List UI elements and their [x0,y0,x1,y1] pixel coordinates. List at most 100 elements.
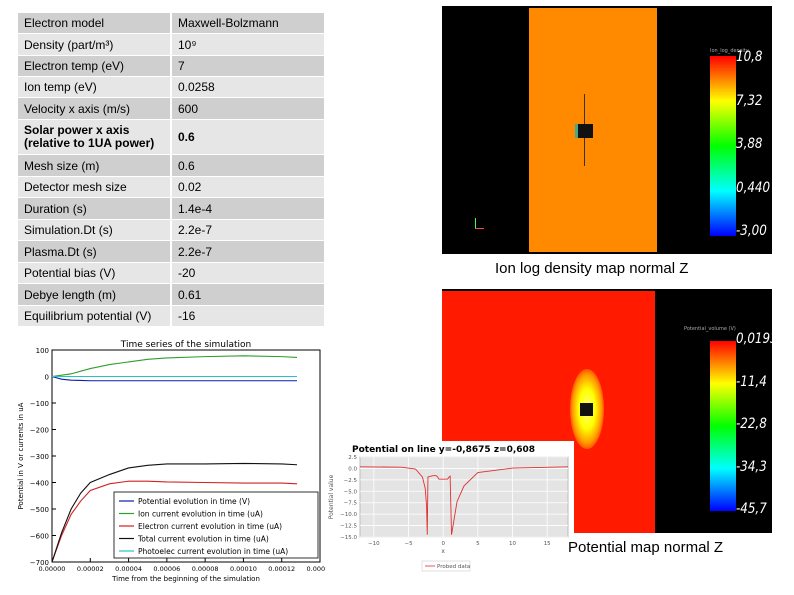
y-tick-label: −100 [30,400,49,408]
y-tick-label: 2.5 [348,455,357,461]
param-name: Potential bias (V) [18,263,172,284]
legend [421,560,471,572]
series-line [51,355,298,378]
param-value: 2.2e-7 [172,241,324,263]
legend-label: Ion current evolution in time (uA) [138,510,263,519]
param-value: -16 [172,306,324,327]
x-tick-label: 0 [441,541,445,547]
y-tick-label: 0.0 [348,466,357,472]
probe-body [580,403,593,416]
table-row: Detector mesh size 0.02 [18,177,324,198]
colorbar-title: Potential_volume (V) [684,326,736,332]
plot-area [359,456,569,538]
series-line [51,480,298,563]
param-value: 0.02 [172,177,324,198]
colorbar-label: -22,8 [736,416,767,432]
colorbar [710,341,736,511]
param-value: -20 [172,263,324,284]
param-value: 0.6 [172,155,324,177]
x-tick-label: −5 [404,541,413,547]
colorbar [710,56,736,236]
x-axis-label: x [441,548,445,555]
x-tick-label: 0.00012 [268,565,295,573]
colorbar-label: 0,0193 [736,331,778,347]
table-row: Electron model Maxwell-Bolzmann [18,13,324,34]
x-tick-label: −10 [368,541,380,547]
x-tick-label: 0.00008 [192,565,219,573]
colorbar-title: Ion_log_density [710,48,749,54]
table-row: Electron temp (eV) 7 [18,56,324,77]
param-name: Ion temp (eV) [18,77,172,98]
x-tick-label: 10 [509,541,516,547]
y-tick-label: −200 [30,427,49,435]
parameter-table: Electron model Maxwell-Bolzmann Density (p… [18,13,324,327]
x-tick-label: 0.00014 [307,565,326,573]
y-tick-label: −2.5 [344,478,358,484]
legend [113,491,319,559]
param-name: Plasma.Dt (s) [18,241,172,263]
y-tick-label: −300 [30,453,49,461]
colorbar-label: -3,00 [736,223,767,239]
series-line [51,462,298,563]
param-value: 0.6 [172,120,324,155]
axis-triad [475,218,484,229]
x-tick-label: 0.00010 [230,565,257,573]
table-row: Solar power x axis (relative to 1UA powe… [18,120,324,155]
x-axis-label: Time from the beginning of the simulatio… [111,575,260,583]
param-value: Maxwell-Bolzmann [172,13,324,34]
table-row: Velocity x axis (m/s) 600 [18,98,324,120]
table-row: Ion temp (eV) 0.0258 [18,77,324,98]
table-row: Simulation.Dt (s) 2.2e-7 [18,220,324,241]
density-map-caption: Ion log density map normal Z [495,260,689,277]
colorbar-label: 3,88 [736,136,763,152]
table-row: Debye length (m) 0.61 [18,284,324,306]
x-tick-label: 0.00000 [39,565,66,573]
table-row: Plasma.Dt (s) 2.2e-7 [18,241,324,263]
x-tick-label: 0.00004 [115,565,142,573]
y-tick-label: −5.0 [344,489,358,495]
param-name: Solar power x axis (relative to 1UA powe… [18,120,172,155]
y-tick-label: −10.0 [340,512,357,518]
colorbar-label: -45,7 [736,501,767,517]
param-name: Debye length (m) [18,284,172,306]
legend-label: Electron current evolution in time (uA) [138,522,282,531]
legend-label: Photoelec current evolution in time (uA) [138,547,288,556]
y-tick-label: −400 [30,480,49,488]
ion-density-map: Ion_log_density 10,8 7,32 3,88 0,440 -3,00 [442,6,772,254]
time-series-chart: Time series of the simulation 100 0 −100 −20… [17,340,326,583]
probe-body [575,124,593,138]
density-field [529,8,657,252]
y-tick-label: −12.5 [340,524,357,530]
y-tick-label: −700 [30,559,49,567]
y-tick-label: 100 [36,347,49,355]
y-axis-label: Potential value [328,474,335,519]
potential-map-caption: Potential map normal Z [568,539,724,556]
param-value: 7 [172,56,324,77]
y-tick-label: −7.5 [344,501,358,507]
param-name: Electron temp (eV) [18,56,172,77]
table-row: Duration (s) 1.4e-4 [18,198,324,220]
table-row: Equilibrium potential (V) -16 [18,306,324,327]
legend-label: Probed data [437,564,470,570]
param-value: 10⁹ [172,34,324,56]
colorbar-label: -11,4 [736,373,767,390]
param-name: Simulation.Dt (s) [18,220,172,241]
param-name: Detector mesh size [18,177,172,198]
y-tick-label: 0 [45,374,49,382]
table-row: Potential bias (V) -20 [18,263,324,284]
param-name: Equilibrium potential (V) [18,306,172,327]
param-value: 1.4e-4 [172,198,324,220]
y-tick-label: −600 [30,533,49,541]
param-name: Duration (s) [18,198,172,220]
param-value: 0.0258 [172,77,324,98]
x-tick-label: 5 [476,541,480,547]
param-name: Electron model [18,13,172,34]
x-tick-label: 0.00006 [153,565,180,573]
x-tick-label: 15 [544,541,551,547]
param-value: 2.2e-7 [172,220,324,241]
table-row: Mesh size (m) 0.6 [18,155,324,177]
y-tick-label: −15.0 [340,535,357,541]
colorbar-label: -34,3 [736,458,767,475]
colorbar-label: 0,440 [736,179,771,196]
